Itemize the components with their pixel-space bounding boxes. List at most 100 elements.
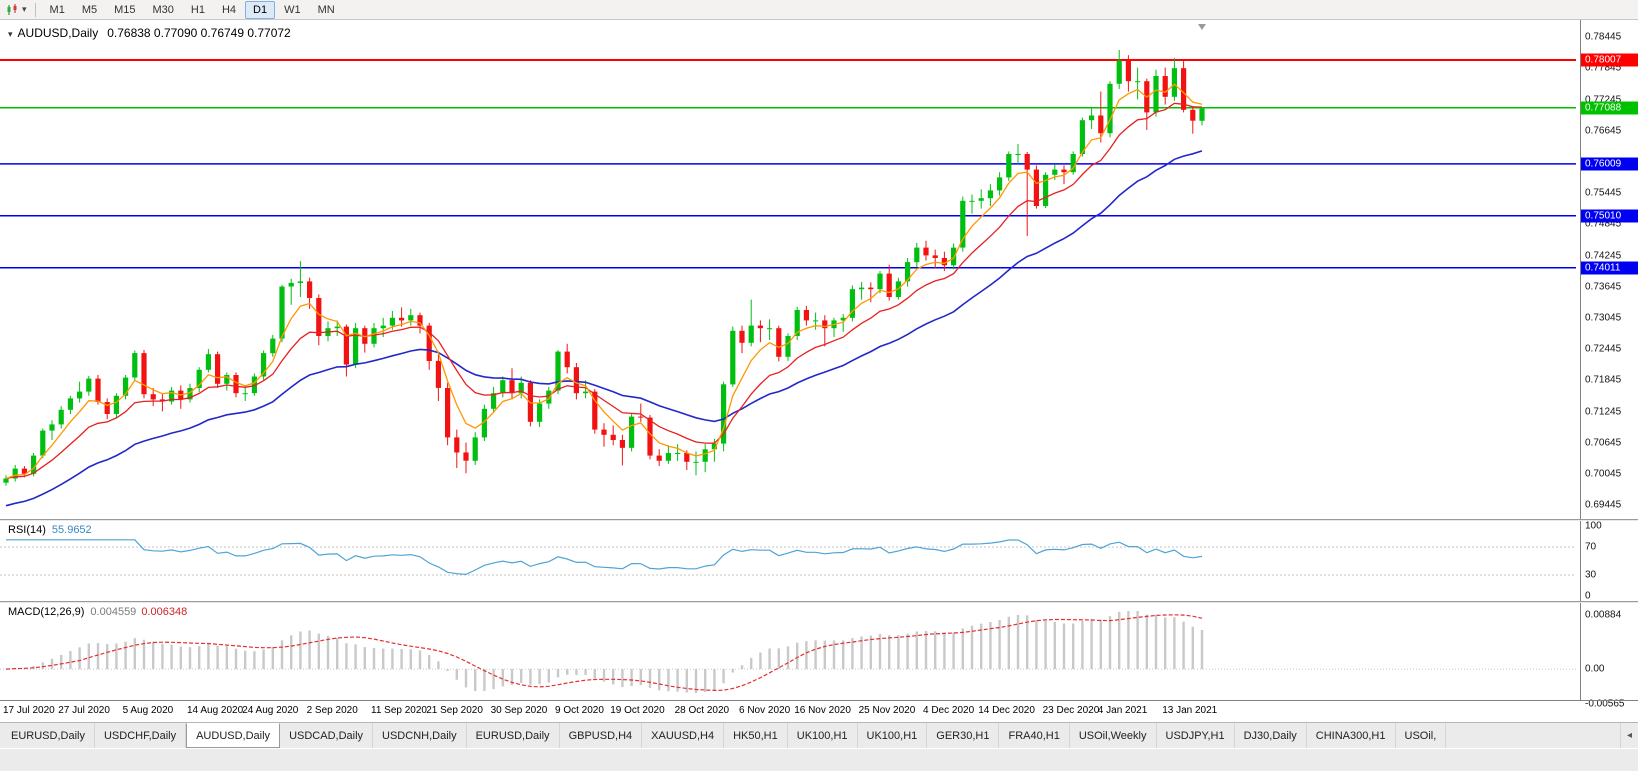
date-label: 17 Jul 2020 [3, 705, 55, 716]
price-axis-label: 0.76645 [1585, 125, 1622, 137]
date-label: 4 Jan 2021 [1097, 705, 1148, 716]
chart-tab-usoil-weekly[interactable]: USOil,Weekly [1070, 723, 1157, 748]
ma-fast-line [5, 83, 1203, 480]
date-label: 28 Oct 2020 [674, 705, 730, 716]
rsi-axis-label: 100 [1585, 520, 1602, 532]
chart-tab-eurusd-daily[interactable]: EURUSD,Daily [2, 723, 95, 748]
chart-tab-usdcad-daily[interactable]: USDCAD,Daily [280, 723, 374, 748]
macd-name: MACD(12,26,9) [8, 606, 85, 618]
price-axis-label: 0.74845 [1585, 218, 1622, 230]
panel-splitter[interactable] [0, 519, 1638, 521]
chart-bottom-border [0, 700, 1638, 701]
timeframe-button-w1[interactable]: W1 [284, 3, 301, 16]
price-axis-label: 0.77845 [1585, 62, 1622, 74]
ma-mid-line [5, 102, 1203, 480]
chart-tab-ger30-h1[interactable]: GER30,H1 [927, 723, 1000, 748]
chart-tabs: EURUSD,Daily USDCHF,Daily AUDUSD,Daily USDC… [0, 723, 1620, 748]
chart-tab-xauusd-h4[interactable]: XAUUSD,H4 [642, 723, 725, 748]
price-axis-label: 0.71245 [1585, 406, 1622, 418]
rsi-name: RSI(14) [8, 524, 46, 536]
date-label: 19 Oct 2020 [610, 705, 665, 716]
chart-tab-china300-h1[interactable]: CHINA300,H1 [1307, 723, 1396, 748]
time-axis[interactable]: 17 Jul 2020 27 Jul 2020 5 Aug 2020 14 Aug 2… [0, 701, 1580, 722]
date-label: 13 Jan 2021 [1162, 705, 1218, 716]
price-axis-label: 0.69445 [1585, 499, 1622, 511]
timeframe-toolbar: ▾ M1 M5 M15 M30 H1 H4 D1 W1 MN [0, 0, 1638, 20]
date-label: 14 Aug 2020 [187, 705, 244, 716]
chart-tab-fra40-h1[interactable]: FRA40,H1 [999, 723, 1070, 748]
chart-tab-uk100-h1[interactable]: UK100,H1 [788, 723, 858, 748]
macd-axis-label: -0.00565 [1585, 698, 1625, 709]
rsi-axis-label: 30 [1585, 569, 1597, 581]
price-badge: 0.74011 [1581, 261, 1638, 275]
macd-panel[interactable] [0, 603, 1580, 700]
timeframe-button-m1[interactable]: M1 [49, 3, 65, 16]
date-label: 27 Jul 2020 [58, 705, 110, 716]
macd-axis-label: 0.00884 [1585, 609, 1622, 621]
price-axis-label: 0.77245 [1585, 94, 1622, 106]
chart-shift-marker-icon[interactable] [1198, 24, 1206, 30]
chart-tab-eurusd-daily[interactable]: EURUSD,Daily [467, 723, 560, 748]
chart-tab-dj30-daily[interactable]: DJ30,Daily [1235, 723, 1307, 748]
rsi-axis-label: 70 [1585, 541, 1597, 553]
rsi-line [6, 539, 1203, 576]
chart-tab-gbpusd-h4[interactable]: GBPUSD,H4 [560, 723, 643, 748]
date-label: 11 Sep 2020 [371, 705, 427, 716]
price-axis-label: 0.72445 [1585, 343, 1622, 355]
timeframe-button-m15[interactable]: M15 [114, 3, 136, 16]
timeframe-button-h1[interactable]: H1 [190, 3, 205, 16]
chevron-down-icon[interactable]: ▾ [22, 4, 27, 14]
timeframe-button-m5[interactable]: M5 [81, 3, 98, 16]
chart-tab-audusd-daily[interactable]: AUDUSD,Daily [186, 723, 281, 748]
macd-indicator-label: MACD(12,26,9) 0.004559 0.006348 [8, 606, 187, 618]
date-label: 2 Sep 2020 [306, 705, 358, 716]
date-label: 6 Nov 2020 [739, 705, 791, 716]
rsi-panel[interactable] [0, 521, 1580, 601]
macd-value-main: 0.004559 [90, 606, 137, 618]
chart-tab-usdjpy-h1[interactable]: USDJPY,H1 [1157, 723, 1235, 748]
chart-tab-usoil-[interactable]: USOil, [1396, 723, 1447, 748]
macd-histogram [13, 611, 1204, 693]
timeframe-button-mn[interactable]: MN [317, 3, 335, 16]
date-label: 9 Oct 2020 [555, 705, 604, 716]
chart-symbol-label: AUDUSD,Daily [17, 26, 99, 40]
price-axis-label: 0.70045 [1585, 468, 1622, 480]
chart-tab-usdcnh-daily[interactable]: USDCNH,Daily [373, 723, 467, 748]
chart-menu-icon[interactable]: ▾ [8, 29, 13, 39]
chart-title: ▾ AUDUSD,Daily 0.76838 0.77090 0.76749 0.7… [8, 26, 291, 40]
date-label: 21 Sep 2020 [426, 705, 483, 716]
price-axis-label: 0.78445 [1585, 31, 1622, 43]
chart-tab-uk100-h1[interactable]: UK100,H1 [858, 723, 928, 748]
date-label: 23 Dec 2020 [1042, 705, 1100, 716]
price-axis-label: 0.75445 [1585, 187, 1622, 199]
panel-splitter[interactable] [0, 601, 1638, 603]
date-label: 25 Nov 2020 [858, 705, 916, 716]
status-bar [0, 748, 1638, 771]
price-badge: 0.78007 [1581, 53, 1638, 67]
price-badge: 0.75010 [1581, 209, 1638, 223]
chart-ohlc-values: 0.76838 0.77090 0.76749 0.77072 [107, 26, 291, 40]
date-label: 14 Dec 2020 [978, 705, 1035, 716]
chart-tab-usdchf-daily[interactable]: USDCHF,Daily [95, 723, 187, 748]
chart-tab-hk50-h1[interactable]: HK50,H1 [724, 723, 788, 748]
candlestick-chart-icon[interactable] [4, 2, 20, 18]
price-axis-label: 0.73045 [1585, 312, 1622, 324]
macd-value-signal: 0.006348 [141, 606, 188, 618]
price-axis[interactable]: 0.78445 0.77845 0.77245 0.76645 0.75445 0.748… [1580, 20, 1638, 709]
price-axis-label: 0.73645 [1585, 281, 1622, 293]
price-badge: 0.76009 [1581, 157, 1638, 171]
timeframe-button-m30[interactable]: M30 [152, 3, 174, 16]
tab-scroll-left-icon[interactable]: ◂ [1620, 723, 1638, 748]
timeframe-button-h4[interactable]: H4 [221, 3, 237, 16]
price-axis-label: 0.74245 [1585, 250, 1622, 262]
price-badge: 0.77088 [1581, 101, 1638, 115]
main-chart[interactable] [0, 20, 1580, 519]
date-label: 4 Dec 2020 [923, 705, 975, 716]
macd-signal-line [5, 614, 1203, 692]
price-axis-label: 0.70645 [1585, 437, 1622, 449]
rsi-indicator-label: RSI(14) 55.9652 [8, 524, 92, 536]
date-label: 24 Aug 2020 [242, 705, 299, 716]
chart-tabs-bar: EURUSD,Daily USDCHF,Daily AUDUSD,Daily USDC… [0, 722, 1638, 748]
toolbar-separator [34, 2, 36, 17]
timeframe-button-d1[interactable]: D1 [245, 0, 276, 19]
